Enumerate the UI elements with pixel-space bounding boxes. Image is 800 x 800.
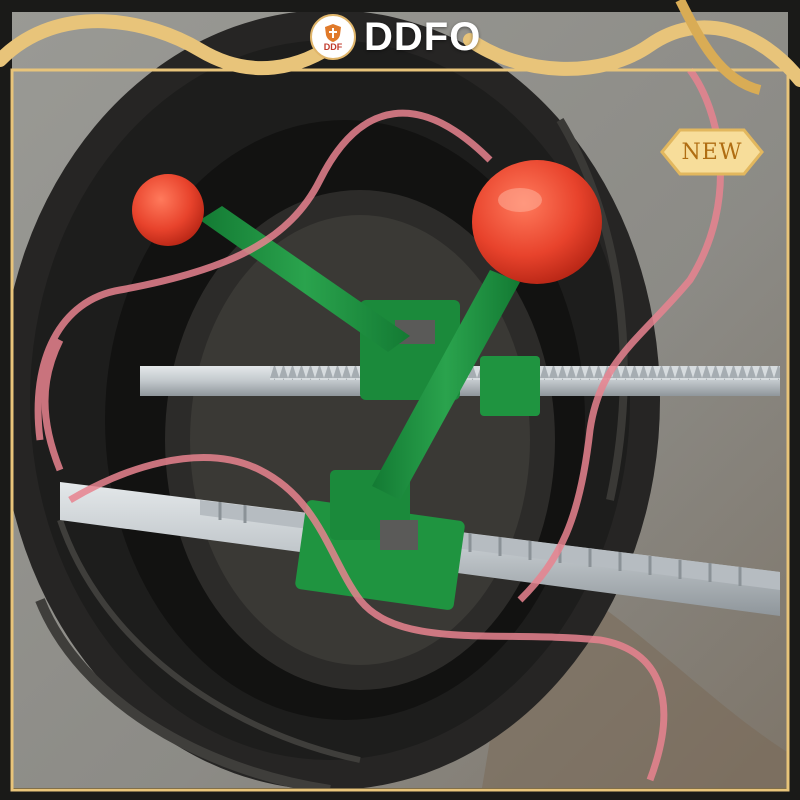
tire <box>0 10 660 795</box>
badge-shape <box>660 128 764 176</box>
brand-name: DDFO <box>364 14 482 59</box>
shield-icon <box>325 23 341 42</box>
gold-ribbon-left <box>0 14 347 76</box>
brand-header: DDF DDFO <box>310 10 481 64</box>
main-handle <box>372 160 602 500</box>
main-handle-shaft <box>372 270 520 500</box>
main-handle-knob <box>472 160 602 284</box>
gold-ribbon-right <box>463 20 800 87</box>
left-handle-shaft <box>200 206 410 352</box>
new-badge: NEW <box>658 126 766 178</box>
brand-logo: DDF <box>310 14 356 60</box>
tool-body <box>295 300 540 610</box>
new-badge-label: NEW <box>681 139 743 165</box>
upper-clamp-block <box>480 356 540 416</box>
brand-logo-text: DDF <box>323 41 343 52</box>
left-handle <box>132 174 410 352</box>
left-handle-knob <box>132 174 204 246</box>
